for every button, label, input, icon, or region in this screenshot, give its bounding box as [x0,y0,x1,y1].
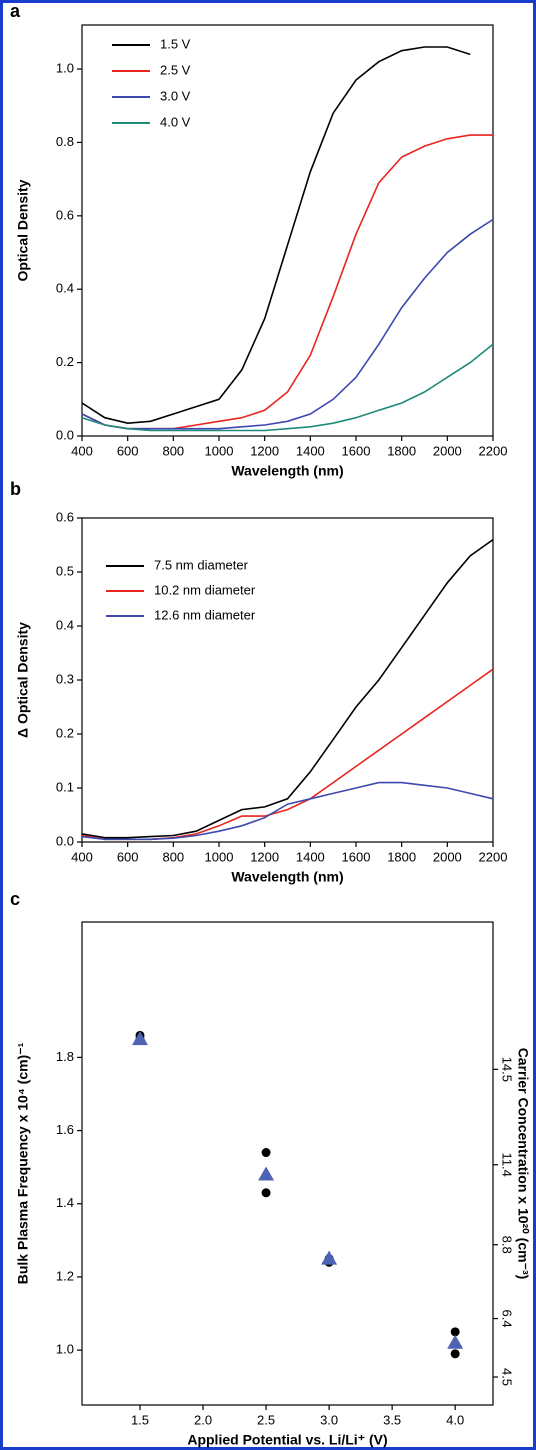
circle-marker [261,1188,271,1198]
x-axis-title: Wavelength (nm) [231,869,343,885]
triangle-marker [321,1250,338,1265]
y-tick-label: 0.8 [56,134,74,149]
y-tick-label: 1.6 [56,1122,74,1137]
x-tick-label: 1600 [342,443,371,458]
x-tick-label: 1000 [205,849,234,864]
x-tick-label: 1200 [250,849,279,864]
y-tick-label: 0.6 [56,207,74,222]
x-tick-label: 800 [162,849,184,864]
x-tick-label: 1400 [296,443,325,458]
y-tick-label: 0.2 [56,354,74,369]
legend-label: 3.0 V [160,88,191,103]
x-axis-title: Wavelength (nm) [231,463,343,479]
legend-label: 1.5 V [160,36,191,51]
x-tick-label: 1.5 [131,1412,149,1427]
x-tick-label: 1200 [250,443,279,458]
x-tick-label: 1000 [205,443,234,458]
y-tick-label: 0.1 [56,779,74,794]
x-tick-label: 2200 [479,443,508,458]
y-tick-label: 0.0 [56,833,74,848]
x-tick-label: 2000 [433,849,462,864]
y2-tick-label: 14.5 [500,1057,515,1082]
legend-label: 4.0 V [160,114,191,129]
y-tick-label: 0.4 [56,617,74,632]
x-tick-label: 2.5 [257,1412,275,1427]
y2-tick-label: 11.4 [500,1153,515,1177]
x-tick-label: 4.0 [446,1412,464,1427]
x-tick-label: 600 [117,443,139,458]
x-tick-label: 1400 [296,849,325,864]
line-series [81,668,494,841]
y-tick-label: 0.3 [56,671,74,686]
triangle-marker [447,1334,464,1349]
plot-frame [81,921,494,1406]
y-tick-label: 1.8 [56,1049,74,1064]
y2-tick-label: 8.8 [500,1236,515,1254]
line-series [81,218,494,430]
y2-tick-label: 4.5 [500,1368,515,1386]
circle-marker [450,1349,460,1359]
y2-tick-label: 6.4 [500,1310,515,1328]
circle-marker [261,1148,271,1158]
y-tick-label: 0.4 [56,281,74,296]
x-tick-label: 3.0 [320,1412,338,1427]
x-tick-label: 800 [162,443,184,458]
x-tick-label: 1800 [387,443,416,458]
panel-label: c [10,889,20,909]
y-tick-label: 0.6 [56,509,74,524]
x-tick-label: 2000 [433,443,462,458]
y-tick-label: 1.4 [56,1195,74,1210]
x-tick-label: 1800 [387,849,416,864]
y-tick-label: 0.2 [56,725,74,740]
y-tick-label: 1.0 [56,60,74,75]
x-tick-label: 400 [71,443,93,458]
line-series [81,343,494,432]
line-series [81,538,494,839]
line-series [81,134,493,430]
legend-label: 7.5 nm diameter [154,557,249,572]
legend-label: 2.5 V [160,62,191,77]
legend-label: 10.2 nm diameter [154,582,256,597]
panel-label: b [10,479,21,499]
line-series [81,46,471,425]
y-axis-title: Δ Optical Density [15,622,31,738]
y-tick-label: 0.0 [56,427,74,442]
plot-frame [81,24,494,437]
x-axis-title: Applied Potential vs. Li/Li⁺ (V) [187,1432,387,1448]
triangle-marker [258,1166,275,1181]
x-tick-label: 1600 [342,849,371,864]
line-series [81,781,494,841]
legend-label: 12.6 nm diameter [154,607,256,622]
y-tick-label: 0.5 [56,563,74,578]
y-axis-title: Optical Density [15,179,31,281]
panel-label: a [10,1,21,21]
x-tick-label: 3.5 [383,1412,401,1427]
y2-axis-title: Carrier Concentration x 10²⁰ (cm⁻³) [515,1048,531,1280]
circle-marker [450,1327,460,1337]
x-tick-label: 2.0 [194,1412,212,1427]
y-axis-title: Bulk Plasma Frequency x 10⁴ (cm)⁻¹ [15,1042,31,1284]
x-tick-label: 600 [117,849,139,864]
triangle-marker [131,1031,148,1046]
y-tick-label: 1.0 [56,1342,74,1357]
x-tick-label: 400 [71,849,93,864]
y-tick-label: 1.2 [56,1268,74,1283]
x-tick-label: 2200 [479,849,508,864]
